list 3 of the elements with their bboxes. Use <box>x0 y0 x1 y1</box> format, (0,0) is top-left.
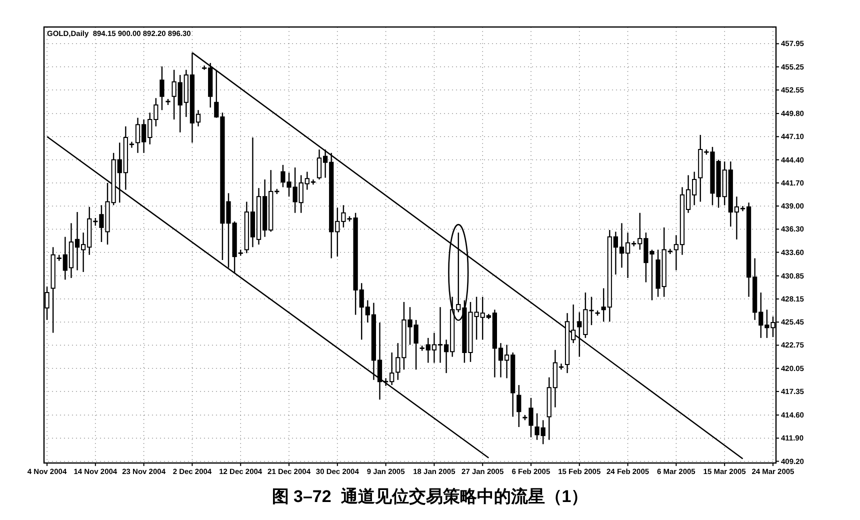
candlestick <box>160 66 164 111</box>
candlestick <box>516 384 522 428</box>
caption: 图 3–72 通道见位交易策略中的流星（1） <box>272 487 588 506</box>
